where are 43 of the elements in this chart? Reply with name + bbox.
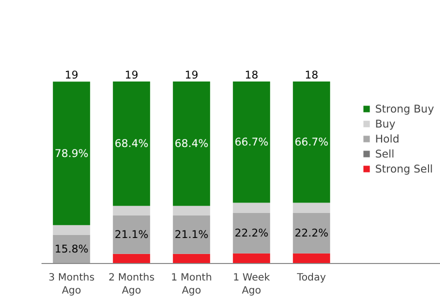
bar (232, 253, 270, 264)
bar (112, 82, 150, 206)
bar (112, 216, 150, 254)
bar (112, 254, 150, 264)
x-tick-label: 1 Month Ago (171, 272, 212, 297)
bar (232, 202, 270, 213)
annotation: 19 (124, 68, 138, 82)
data-label: 68.4% (114, 137, 148, 150)
bar (112, 206, 150, 216)
x-tick-label: Today (296, 272, 326, 284)
data-label: 21.1% (174, 228, 208, 242)
bar (172, 206, 210, 216)
legend-label: Sell (375, 147, 396, 160)
annotation: 18 (304, 68, 318, 82)
bar (292, 82, 330, 203)
bar (172, 254, 210, 264)
legend-label: Strong Buy (375, 102, 434, 115)
annotation: 19 (64, 68, 78, 82)
bar (172, 82, 210, 206)
annotation: 19 (184, 68, 198, 82)
data-label: 22.2% (234, 226, 268, 240)
data-label: 66.7% (294, 136, 328, 149)
x-tick-label: 3 Months Ago (48, 272, 95, 297)
bar (292, 202, 330, 213)
bar (52, 82, 90, 226)
x-tick-label: 2 Months Ago (108, 272, 155, 297)
legend-label: Strong Sell (375, 162, 433, 175)
bar (52, 225, 90, 235)
data-label: 22.2% (294, 226, 328, 240)
data-label: 15.8% (54, 242, 88, 256)
data-label: 66.7% (234, 136, 268, 149)
bar (172, 216, 210, 254)
bar (292, 212, 330, 254)
bar (232, 82, 270, 203)
bar (292, 253, 330, 264)
data-label: 21.1% (114, 228, 148, 242)
data-label: 68.4% (174, 137, 208, 150)
x-tick-label: 1 Week Ago (233, 272, 270, 297)
legend-label: Hold (375, 132, 400, 145)
bar (232, 212, 270, 254)
data-label: 78.9% (54, 146, 88, 160)
annotation: 18 (244, 68, 258, 82)
legend-label: Buy (375, 117, 396, 130)
